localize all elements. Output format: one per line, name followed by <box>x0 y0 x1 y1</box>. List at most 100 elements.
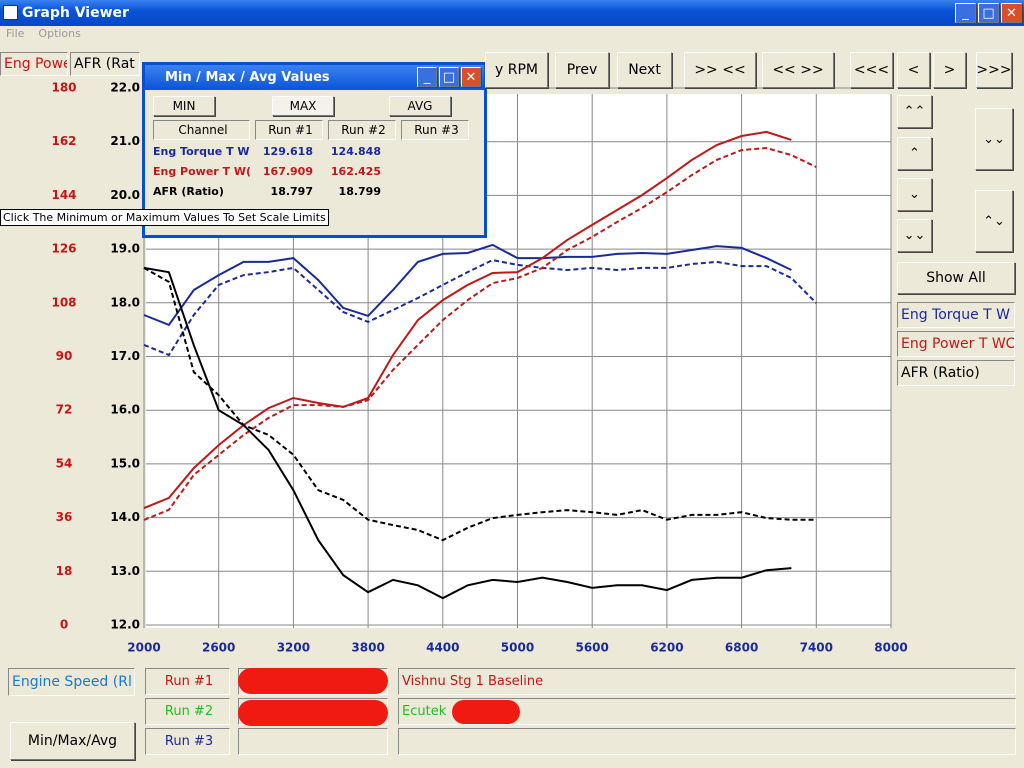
y-tick-label: 162 <box>51 134 76 148</box>
title-bar: Graph Viewer <box>0 0 1024 26</box>
legend-item[interactable]: Eng Torque T W <box>897 302 1015 328</box>
show-all-button[interactable]: Show All <box>897 262 1015 294</box>
y2-tick-label: 12.0 <box>110 618 140 632</box>
value-cell[interactable]: 18.799 <box>338 184 381 198</box>
popup-header: Channel Run #1 Run #2 Run #3 <box>153 120 469 140</box>
x-tick-label: 3800 <box>351 641 384 655</box>
toolbar-button[interactable]: >>> <box>976 52 1012 88</box>
toolbar-button[interactable]: > <box>933 52 966 88</box>
scroll-button[interactable]: ⌄ <box>897 178 932 211</box>
menu-bar: File Options <box>6 27 81 40</box>
x-tick-label: 6200 <box>650 641 683 655</box>
run-label: Run #2 <box>145 698 230 725</box>
y2-tick-label: 15.0 <box>110 456 140 470</box>
x-tick-label: 2600 <box>202 641 235 655</box>
toolbar-button[interactable]: Prev <box>555 52 609 88</box>
y2-tick-label: 17.0 <box>110 349 140 363</box>
x-tick-label: 5000 <box>501 641 534 655</box>
minimize[interactable]: _ <box>955 3 976 23</box>
series-line <box>143 146 817 521</box>
value-cell[interactable]: 124.848 <box>330 144 381 158</box>
redaction <box>238 668 388 694</box>
value-cell[interactable]: 162.425 <box>330 164 381 178</box>
channel-cell: AFR (Ratio) <box>153 184 224 198</box>
y2-tick-label: 19.0 <box>110 242 140 256</box>
toolbar-button[interactable]: y RPM <box>485 52 548 88</box>
channel-cell: Eng Power T W( <box>153 164 250 178</box>
y2-tick-label: 16.0 <box>110 403 140 417</box>
y2-tick-label: 14.0 <box>110 510 140 524</box>
y-tick-label: 54 <box>56 456 73 470</box>
menu-item[interactable]: File <box>6 27 25 40</box>
toolbar-button[interactable]: <<< <box>850 52 893 88</box>
run-description <box>398 728 1016 755</box>
column-header: Channel <box>153 120 250 140</box>
popup-window: Min / Max / Avg Values _ □ ✕ MIN MAX AVG… <box>142 62 487 238</box>
y2-tick-label: 22.0 <box>110 81 140 95</box>
popup-row: AFR (Ratio) 18.797 18.799 <box>153 181 386 201</box>
zoom-button[interactable]: ⌄⌄ <box>975 108 1013 170</box>
mode-button[interactable]: MIN <box>153 96 215 116</box>
min-max-avg-button[interactable]: Min/Max/Avg <box>10 722 135 760</box>
popup-minimize[interactable]: _ <box>417 67 437 87</box>
redaction <box>452 700 520 724</box>
channel-cell: Eng Torque T W <box>153 144 250 158</box>
zoom-button[interactable]: ⌃⌄ <box>975 190 1013 252</box>
series-line <box>143 130 792 510</box>
toolbar-button[interactable]: < <box>897 52 930 88</box>
series-line <box>143 259 818 357</box>
series-line <box>143 243 792 327</box>
scroll-button[interactable]: ⌄⌄ <box>897 219 932 252</box>
close[interactable]: ✕ <box>1001 3 1022 23</box>
y-tick-label: 108 <box>51 295 76 309</box>
run-label: Run #1 <box>145 668 230 695</box>
y-tick-label: 72 <box>56 403 73 417</box>
toolbar-button[interactable]: >> << <box>684 52 756 88</box>
column-header: Run #1 <box>255 120 323 140</box>
y-tick-label: 18 <box>56 564 73 578</box>
column-header: Run #3 <box>401 120 469 140</box>
app-icon <box>3 5 18 20</box>
value-cell[interactable]: 18.797 <box>270 184 313 198</box>
run-description: Vishnu Stg 1 Baseline <box>398 668 1016 695</box>
tab[interactable]: AFR (Rat <box>70 52 140 76</box>
maximize[interactable]: □ <box>978 3 999 23</box>
x-tick-label: 2000 <box>127 641 160 655</box>
y2-tick-label: 20.0 <box>110 188 140 202</box>
series-line <box>143 266 792 600</box>
y-tick-label: 90 <box>56 349 73 363</box>
y-tick-label: 144 <box>51 188 76 202</box>
popup-rows: Eng Torque T W 129.618 124.848 Eng Power T … <box>153 141 386 201</box>
x-tick-label: 6800 <box>725 641 758 655</box>
series-line <box>143 267 817 542</box>
legend-item[interactable]: Eng Power T WC <box>897 331 1015 357</box>
y2-tick-label: 13.0 <box>110 564 140 578</box>
popup-row: Eng Power T W( 167.909 162.425 <box>153 161 386 181</box>
column-header: Run #2 <box>328 120 396 140</box>
value-cell[interactable]: 167.909 <box>262 164 313 178</box>
menu-item[interactable]: Options <box>38 27 81 40</box>
legend-item[interactable]: AFR (Ratio) <box>897 360 1015 386</box>
toolbar-button[interactable]: << >> <box>762 52 834 88</box>
value-cell[interactable]: 129.618 <box>262 144 313 158</box>
x-tick-label: 7400 <box>800 641 833 655</box>
y2-tick-label: 21.0 <box>110 134 140 148</box>
scroll-button[interactable]: ⌃ <box>897 137 932 170</box>
x-channel[interactable]: Engine Speed (Rl <box>8 668 135 696</box>
popup-close[interactable]: ✕ <box>461 67 481 87</box>
popup-maximize[interactable]: □ <box>439 67 459 87</box>
run-label: Run #3 <box>145 728 230 755</box>
redaction <box>238 700 388 726</box>
mode-button[interactable]: AVG <box>389 96 451 116</box>
run-name-field <box>238 728 388 755</box>
tab[interactable]: Eng Powe <box>0 52 68 76</box>
toolbar-button[interactable]: Next <box>617 52 672 88</box>
mode-button[interactable]: MAX <box>272 96 334 116</box>
y-tick-label: 36 <box>56 510 73 524</box>
y2-tick-label: 18.0 <box>110 295 140 309</box>
x-tick-label: 3200 <box>277 641 310 655</box>
popup-row: Eng Torque T W 129.618 124.848 <box>153 141 386 161</box>
x-tick-label: 4400 <box>426 641 459 655</box>
scroll-button[interactable]: ⌃⌃ <box>897 95 932 128</box>
